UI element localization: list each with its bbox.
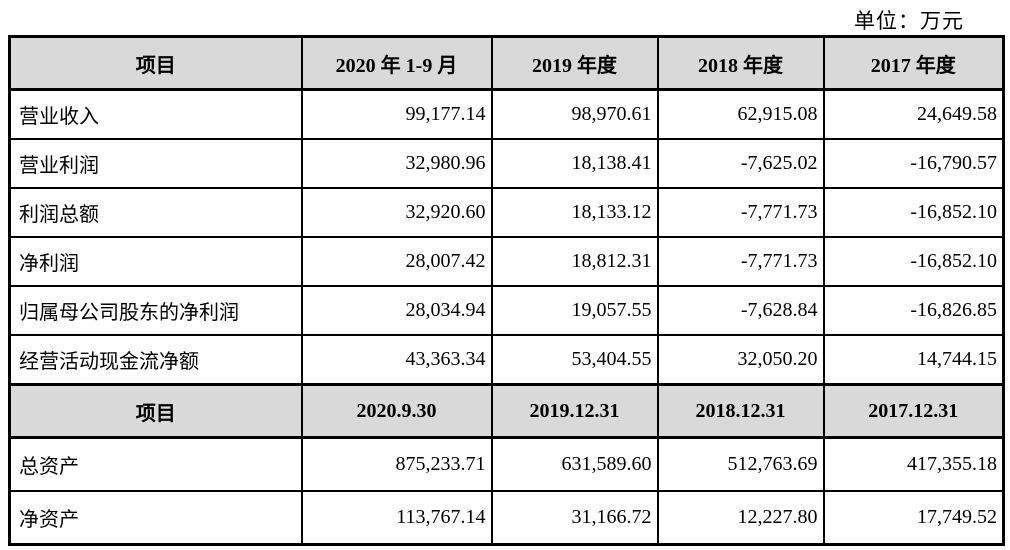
- table-body: 项目 2020 年 1-9 月 2019 年度 2018 年度 2017 年度 营业收入 9…: [8, 35, 1005, 546]
- value-cell: 62,915.08: [656, 88, 825, 140]
- period-column-header: 2018 年度: [656, 35, 825, 91]
- item-column-header: 项目: [8, 35, 303, 91]
- table-row: 经营活动现金流净额 43,363.34 53,404.55 32,050.20 14,7…: [8, 334, 1005, 386]
- value-cell: 28,034.94: [300, 285, 493, 336]
- period-column-header: 2020 年 1-9 月: [300, 35, 493, 91]
- item-column-header: 项目: [8, 383, 303, 439]
- table-row: 营业收入 99,177.14 98,970.61 62,915.08 24,649.58: [8, 88, 1005, 140]
- value-cell: 43,363.34: [300, 334, 493, 386]
- period-column-header: 2019.12.31: [490, 383, 659, 439]
- item-label-cell: 净利润: [8, 236, 303, 287]
- value-cell: 631,589.60: [490, 436, 659, 492]
- value-cell: 18,138.41: [490, 138, 659, 189]
- period-column-header: 2019 年度: [490, 35, 659, 91]
- table-row: 归属母公司股东的净利润 28,034.94 19,057.55 -7,628.84 -1…: [8, 285, 1005, 336]
- value-cell: -16,826.85: [822, 285, 1005, 336]
- table-row: 营业利润 32,980.96 18,138.41 -7,625.02 -16,790.5…: [8, 138, 1005, 189]
- value-cell: 417,355.18: [822, 436, 1005, 492]
- table-row: 利润总额 32,920.60 18,133.12 -7,771.73 -16,852.1…: [8, 187, 1005, 238]
- value-cell: -16,852.10: [822, 236, 1005, 287]
- value-cell: 14,744.15: [822, 334, 1005, 386]
- value-cell: -7,628.84: [656, 285, 825, 336]
- value-cell: 12,227.80: [656, 490, 825, 546]
- value-cell: 31,166.72: [490, 490, 659, 546]
- value-cell: 32,980.96: [300, 138, 493, 189]
- item-label-cell: 总资产: [8, 436, 303, 492]
- item-label-cell: 利润总额: [8, 187, 303, 238]
- header-row: 项目 2020.9.30 2019.12.31 2018.12.31 2017.12.3…: [8, 383, 1005, 439]
- period-column-header: 2018.12.31: [656, 383, 825, 439]
- value-cell: 32,050.20: [656, 334, 825, 386]
- financial-summary-table: 项目 2020 年 1-9 月 2019 年度 2018 年度 2017 年度 营业收入 9…: [8, 35, 1005, 546]
- value-cell: -16,790.57: [822, 138, 1005, 189]
- period-column-header: 2017 年度: [822, 35, 1005, 91]
- value-cell: 24,649.58: [822, 88, 1005, 140]
- value-cell: -16,852.10: [822, 187, 1005, 238]
- value-cell: 875,233.71: [300, 436, 493, 492]
- value-cell: 512,763.69: [656, 436, 825, 492]
- table-row: 总资产 875,233.71 631,589.60 512,763.69 417,355…: [8, 436, 1005, 492]
- item-label-cell: 营业利润: [8, 138, 303, 189]
- value-cell: 18,133.12: [490, 187, 659, 238]
- value-cell: 18,812.31: [490, 236, 659, 287]
- value-cell: -7,625.02: [656, 138, 825, 189]
- value-cell: -7,771.73: [656, 187, 825, 238]
- period-column-header: 2017.12.31: [822, 383, 1005, 439]
- value-cell: -7,771.73: [656, 236, 825, 287]
- table-row: 净资产 113,767.14 31,166.72 12,227.80 17,749.52: [8, 490, 1005, 546]
- item-label-cell: 营业收入: [8, 88, 303, 140]
- value-cell: 99,177.14: [300, 88, 493, 140]
- header-row: 项目 2020 年 1-9 月 2019 年度 2018 年度 2017 年度: [8, 35, 1005, 91]
- item-label-cell: 归属母公司股东的净利润: [8, 285, 303, 336]
- value-cell: 19,057.55: [490, 285, 659, 336]
- item-label-cell: 净资产: [8, 490, 303, 546]
- unit-label: 单位：万元: [854, 9, 964, 33]
- period-column-header: 2020.9.30: [300, 383, 493, 439]
- value-cell: 17,749.52: [822, 490, 1005, 546]
- value-cell: 98,970.61: [490, 88, 659, 140]
- item-label-cell: 经营活动现金流净额: [8, 334, 303, 386]
- value-cell: 53,404.55: [490, 334, 659, 386]
- value-cell: 32,920.60: [300, 187, 493, 238]
- value-cell: 113,767.14: [300, 490, 493, 546]
- value-cell: 28,007.42: [300, 236, 493, 287]
- table-row: 净利润 28,007.42 18,812.31 -7,771.73 -16,852.10: [8, 236, 1005, 287]
